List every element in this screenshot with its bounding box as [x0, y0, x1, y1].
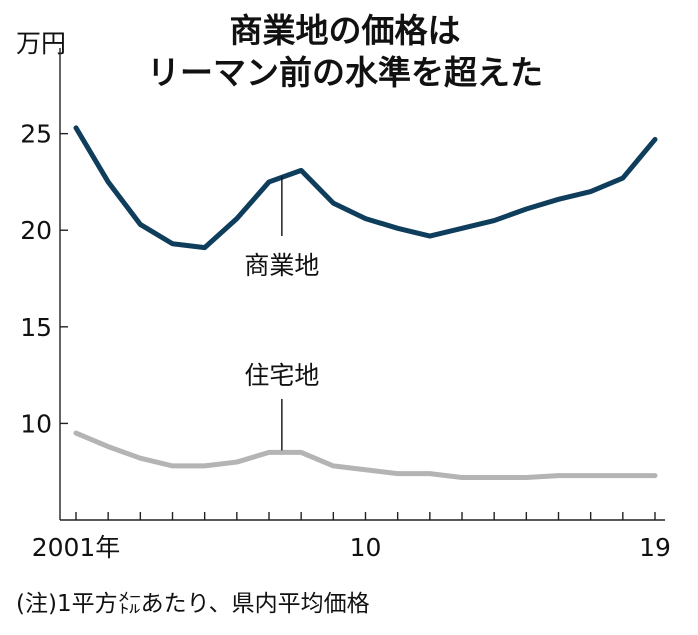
x-tick-label: 10	[350, 533, 382, 562]
chart-series	[73, 125, 658, 480]
y-tick-label: 10	[20, 409, 52, 438]
chart-title-line-1: 商業地の価格は	[230, 11, 461, 50]
residential-land-price-line	[73, 430, 658, 480]
y-tick-label: 20	[20, 216, 52, 245]
x-tick-label: 2001年	[32, 533, 121, 562]
commercial-series-label: 商業地	[244, 251, 319, 280]
residential-series-label: 住宅地	[244, 361, 319, 390]
chart-footnote: (注)1平方㍍あたり、県内平均価格	[16, 591, 370, 617]
y-axis-unit-label: 万円	[16, 29, 66, 58]
commercial-land-price-line	[73, 125, 658, 251]
y-tick-label: 15	[20, 313, 52, 342]
y-tick-label: 25	[20, 120, 52, 149]
chart-title-line-2: リーマン前の水準を超えた	[147, 53, 543, 92]
chart-axes: 10 15 20 25 2001年 10 19	[20, 48, 671, 562]
x-tick-label: 19	[639, 533, 671, 562]
